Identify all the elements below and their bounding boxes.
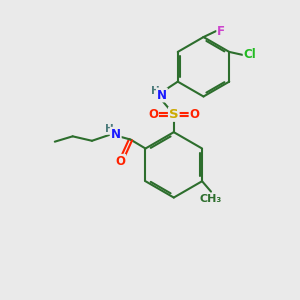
Text: O: O xyxy=(190,108,200,121)
Text: CH₃: CH₃ xyxy=(200,194,222,204)
Text: H: H xyxy=(104,124,113,134)
Text: N: N xyxy=(111,128,121,141)
Text: Cl: Cl xyxy=(244,48,256,62)
Text: S: S xyxy=(169,108,178,121)
Text: F: F xyxy=(217,25,225,38)
Text: N: N xyxy=(157,88,167,101)
Text: H: H xyxy=(151,86,159,96)
Text: O: O xyxy=(115,155,125,168)
Text: O: O xyxy=(148,108,158,121)
